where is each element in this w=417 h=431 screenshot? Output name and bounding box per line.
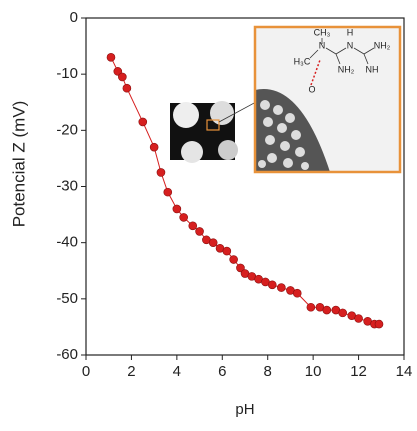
- y-tick-label: -20: [56, 121, 78, 138]
- y-tick-label: -30: [56, 177, 78, 194]
- x-axis-label: pH: [235, 401, 254, 418]
- data-point: [138, 117, 148, 127]
- data-point: [338, 308, 347, 318]
- data-point: [277, 283, 286, 292]
- data-point: [374, 319, 384, 329]
- data-point: [106, 53, 116, 62]
- data-point: [267, 280, 277, 290]
- data-point: [113, 67, 123, 76]
- annotation: NH₂: [374, 40, 391, 50]
- data-point: [222, 246, 232, 256]
- inset-small: [170, 101, 257, 163]
- data-point: [229, 255, 238, 264]
- annotation: CH₃: [314, 27, 331, 37]
- annotation: N: [319, 40, 326, 50]
- data-point: [188, 221, 198, 231]
- data-point: [354, 314, 363, 323]
- x-tick-label: 14: [396, 363, 413, 380]
- data-point: [156, 168, 166, 177]
- x-tick-label: 0: [82, 363, 90, 380]
- annotation: NH: [366, 64, 379, 74]
- data-point: [208, 238, 218, 247]
- y-axis-label: Potencial Z (mV): [9, 101, 28, 228]
- data-point: [292, 288, 302, 298]
- data-point: [118, 72, 127, 82]
- data-point: [149, 142, 159, 152]
- x-tick-label: 6: [218, 363, 226, 380]
- y-tick-label: -10: [56, 65, 78, 82]
- annotation: O: [308, 84, 315, 94]
- data-point: [179, 213, 188, 222]
- data-point: [322, 305, 332, 315]
- y-tick-label: -60: [56, 346, 78, 363]
- data-point: [236, 263, 245, 273]
- annotation: NH₂: [338, 64, 355, 74]
- annotation: H₃C: [294, 56, 311, 66]
- y-tick-label: -50: [56, 290, 78, 307]
- data-point: [122, 83, 132, 93]
- data-point: [306, 302, 316, 312]
- data-point: [195, 227, 204, 236]
- x-tick-label: 2: [127, 363, 135, 380]
- annotation: N: [347, 40, 354, 50]
- x-tick-label: 10: [305, 363, 322, 380]
- data-point: [172, 204, 182, 214]
- y-tick-label: 0: [70, 9, 78, 26]
- data-point: [163, 187, 173, 197]
- annotation: H: [347, 27, 354, 37]
- x-tick-label: 8: [264, 363, 272, 380]
- inset-large: [253, 25, 402, 174]
- x-tick-label: 4: [173, 363, 181, 380]
- y-tick-label: -40: [56, 234, 78, 251]
- x-tick-label: 12: [350, 363, 367, 380]
